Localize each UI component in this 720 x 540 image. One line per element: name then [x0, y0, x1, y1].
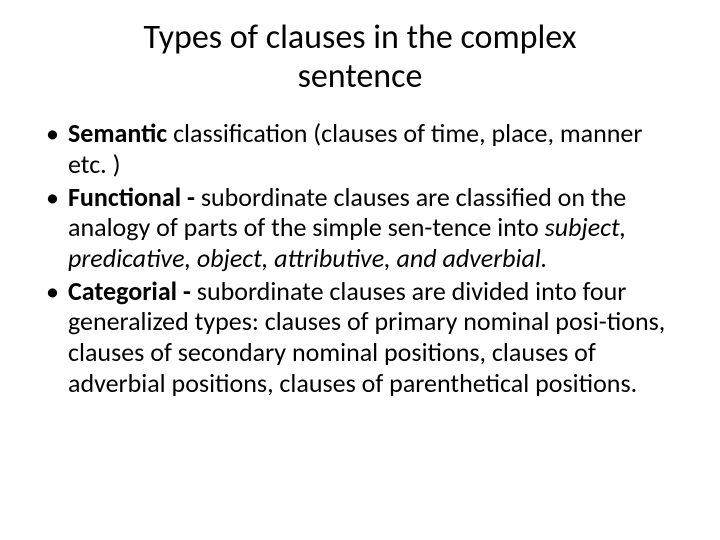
bullet-item-1: Semantic classification (clauses of time…: [40, 118, 680, 179]
bullet-item-3: Categorial - subordinate clauses are div…: [40, 276, 680, 399]
slide-title: Types of clauses in the complex sentence: [40, 18, 680, 96]
title-line-2: sentence: [298, 56, 423, 97]
bullet-2-bold: Functional -: [68, 181, 195, 213]
title-line-1: Types of clauses in the complex: [144, 17, 577, 58]
slide: Types of clauses in the complex sentence…: [0, 0, 720, 540]
bullet-1-bold: Semantic: [68, 117, 167, 149]
bullet-list: Semantic classification (clauses of time…: [40, 118, 680, 398]
bullet-3-bold: Categorial -: [68, 275, 191, 307]
bullet-item-2: Functional - subordinate clauses are cla…: [40, 182, 680, 274]
